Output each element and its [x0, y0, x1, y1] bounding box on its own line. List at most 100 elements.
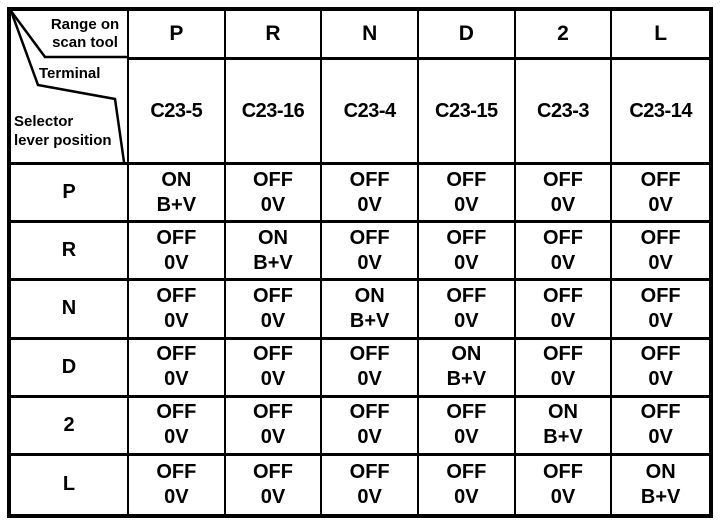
voltage-value: 0V — [164, 251, 189, 274]
state-value: OFF — [446, 168, 487, 191]
state-value: OFF — [446, 284, 487, 307]
state-value: ON — [257, 226, 288, 249]
state-value: ON — [547, 401, 578, 424]
voltage-value: 0V — [550, 368, 576, 391]
terminal-c23-4: C23-4 — [322, 60, 419, 165]
table-cell: OFF 0V — [322, 339, 419, 398]
table-cell: OFF 0V — [612, 281, 709, 340]
table-cell: OFF 0V — [418, 281, 516, 340]
table-cell: OFF 0V — [225, 165, 323, 224]
table-cell: OFF 0V — [612, 340, 709, 398]
state-value: OFF — [252, 460, 293, 483]
voltage-value: 0V — [357, 368, 382, 391]
row-header-r: R — [11, 223, 129, 282]
state-value: OFF — [156, 460, 197, 483]
table-cell: OFF 0V — [129, 281, 226, 340]
state-value: OFF — [542, 460, 583, 483]
table-cell: OFF 0V — [226, 455, 323, 514]
selector-label-line2: lever position — [14, 132, 112, 149]
table-cell: OFF 0V — [225, 397, 323, 456]
table-cell: ON B+V — [129, 165, 226, 224]
voltage-value: 0V — [164, 426, 189, 449]
state-value: OFF — [542, 284, 583, 307]
table-cell: OFF 0V — [225, 281, 323, 340]
state-value: OFF — [542, 168, 583, 191]
terminal-c23-16: C23-16 — [225, 60, 323, 165]
state-value: OFF — [640, 401, 681, 424]
voltage-value: 0V — [454, 485, 479, 508]
row-header-l: L — [11, 455, 129, 514]
voltage-value: 0V — [357, 426, 382, 449]
range-on-scan-tool-label: Range on scan tool — [45, 16, 125, 52]
corner-cell: Range on scan tool Terminal Selector lev… — [11, 11, 129, 165]
selector-lever-position-label: Selector lever position — [14, 112, 112, 150]
voltage-value: 0V — [357, 485, 382, 508]
table-cell: ON B+V — [418, 339, 516, 398]
range-header-l: L — [612, 11, 709, 60]
voltage-value: 0V — [260, 193, 286, 216]
state-value: OFF — [252, 343, 293, 366]
state-value: OFF — [446, 460, 487, 483]
range-header-d: D — [418, 11, 516, 60]
voltage-value: 0V — [164, 485, 189, 508]
state-value: OFF — [542, 226, 583, 249]
voltage-value: 0V — [260, 426, 286, 449]
voltage-value: 0V — [648, 426, 673, 449]
state-value: OFF — [349, 168, 390, 191]
table-cell: OFF 0V — [322, 397, 419, 456]
table-cell: OFF 0V — [322, 165, 419, 224]
voltage-value: 0V — [550, 309, 576, 332]
state-value: OFF — [252, 401, 293, 424]
corner-divider-lines — [11, 11, 127, 162]
table-cell: OFF 0V — [612, 165, 709, 224]
voltage-value: 0V — [357, 251, 382, 274]
terminal-c23-5: C23-5 — [129, 60, 226, 165]
selector-label-line1: Selector — [14, 113, 74, 130]
voltage-value: 0V — [648, 193, 673, 216]
voltage-value: 0V — [454, 426, 479, 449]
state-value: OFF — [446, 401, 487, 424]
voltage-value: B+V — [543, 426, 583, 449]
table-cell: OFF 0V — [515, 339, 613, 398]
state-value: OFF — [156, 226, 197, 249]
table-cell: OFF 0V — [418, 397, 516, 456]
table-cell: ON B+V — [612, 456, 709, 514]
table-cell: OFF 0V — [322, 455, 419, 514]
voltage-value: 0V — [550, 485, 576, 508]
table-cell: ON B+V — [322, 281, 419, 340]
voltage-value: 0V — [164, 368, 189, 391]
table-cell: OFF 0V — [515, 223, 613, 282]
state-value: OFF — [156, 284, 197, 307]
range-label-line2: scan tool — [52, 34, 118, 51]
voltage-value: 0V — [357, 193, 382, 216]
voltage-value: 0V — [164, 309, 189, 332]
state-value: OFF — [542, 343, 583, 366]
voltage-value: 0V — [550, 251, 576, 274]
state-value: ON — [645, 460, 676, 483]
table-cell: OFF 0V — [322, 223, 419, 282]
range-voltage-table: Range on scan tool Terminal Selector lev… — [7, 7, 713, 518]
voltage-value: 0V — [260, 485, 286, 508]
table-cell: OFF 0V — [129, 397, 226, 456]
range-header-n: N — [322, 11, 419, 60]
range-header-r: R — [225, 11, 323, 60]
state-value: OFF — [446, 226, 487, 249]
voltage-value: 0V — [260, 309, 286, 332]
voltage-value: 0V — [648, 251, 673, 274]
range-label-line1: Range on — [50, 16, 120, 33]
state-value: OFF — [640, 284, 681, 307]
state-value: OFF — [349, 226, 390, 249]
state-value: OFF — [252, 284, 293, 307]
range-header-p: P — [129, 11, 226, 60]
table-cell: OFF 0V — [516, 455, 613, 514]
table-cell: OFF 0V — [129, 455, 226, 514]
state-value: OFF — [349, 343, 390, 366]
terminal-c23-14: C23-14 — [612, 60, 709, 165]
voltage-value: 0V — [454, 193, 479, 216]
table-cell: OFF 0V — [129, 223, 226, 282]
terminal-label: Terminal — [39, 65, 101, 82]
state-value: OFF — [349, 460, 390, 483]
voltage-value: 0V — [550, 193, 576, 216]
state-value: ON — [451, 343, 482, 366]
